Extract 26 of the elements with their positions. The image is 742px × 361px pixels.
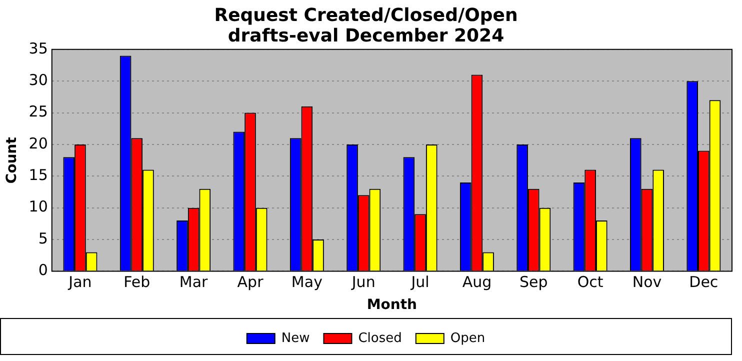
x-tick-label: Apr	[237, 273, 264, 292]
x-tick-label: Sep	[519, 273, 548, 292]
y-tick-label: 35	[28, 39, 48, 58]
legend-label: Closed	[358, 330, 402, 346]
x-axis-title: Month	[366, 297, 418, 314]
y-tick-label: 30	[28, 70, 48, 89]
y-tick-label: 5	[38, 229, 48, 248]
y-tick-label: 15	[28, 166, 48, 184]
y-tick-label: 25	[28, 102, 48, 121]
x-tick-label: May	[291, 273, 323, 292]
legend-label: New	[281, 330, 310, 346]
x-tick-label: Aug	[462, 273, 492, 292]
x-tick-label: Mar	[179, 273, 209, 292]
y-tick-label: 10	[28, 198, 48, 216]
y-axis-title: Count	[4, 136, 20, 184]
chart-title: Request Created/Closed/Open drafts-eval December 2024	[214, 5, 518, 47]
x-tick-label: Feb	[124, 273, 150, 292]
x-tick-label: Oct	[577, 273, 604, 292]
x-tick-label: Nov	[632, 273, 662, 292]
legend-label: Open	[450, 330, 486, 346]
x-tick-label: Jan	[68, 273, 92, 292]
y-tick-label: 20	[28, 134, 48, 152]
x-tick-label: Jul	[410, 273, 430, 292]
x-tick-label: Dec	[689, 273, 718, 292]
x-tick-label: Jun	[350, 273, 376, 292]
y-tick-label: 0	[38, 261, 48, 280]
